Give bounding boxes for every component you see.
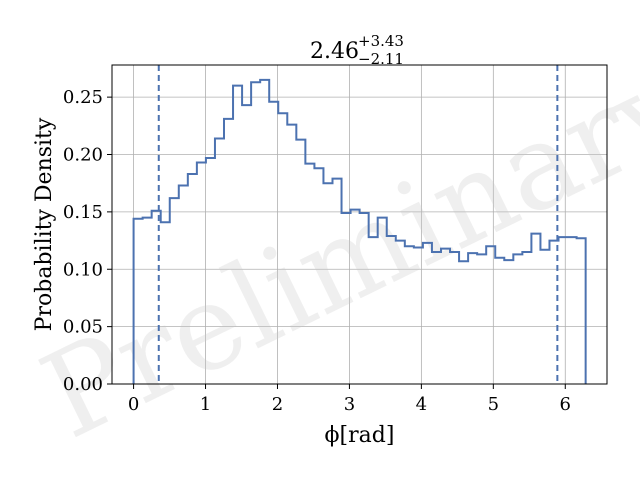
plot-frame (111, 64, 608, 385)
histogram-bin (206, 158, 215, 384)
histogram-bin (477, 254, 486, 384)
histogram-bin (197, 163, 206, 384)
histogram-bin (450, 252, 459, 384)
histogram-bin (224, 119, 233, 384)
histogram-outline (132, 78, 587, 384)
grid (112, 65, 607, 385)
x-tick-label: 5 (488, 394, 499, 415)
histogram-bin (423, 243, 432, 384)
histogram-bin (495, 258, 504, 384)
histogram-bin (405, 246, 414, 384)
histogram-bin (414, 247, 423, 384)
histogram-bin (360, 213, 369, 384)
x-tick-label: 3 (344, 394, 355, 415)
histogram-bin (342, 213, 351, 384)
histogram-bin (369, 237, 378, 384)
x-tick-label: 2 (272, 394, 283, 415)
histogram-bin (378, 218, 387, 384)
histogram-bin (387, 236, 396, 384)
histogram-bin (459, 261, 468, 384)
histogram-bin (468, 253, 477, 384)
histogram-bin (287, 125, 296, 384)
y-axis-label: Probability Density (32, 117, 57, 331)
histogram-bin (441, 249, 450, 384)
y-tick-label: 0.10 (63, 259, 103, 280)
histogram-bin (396, 241, 405, 384)
histogram-bin (251, 82, 260, 384)
histogram-bin (215, 138, 224, 384)
y-tick-label: 0.00 (63, 374, 103, 395)
histogram-bin (559, 237, 568, 384)
x-tick-label: 6 (560, 394, 571, 415)
x-axis-label: ϕ[rad] (325, 423, 395, 448)
histogram-bin (432, 252, 441, 384)
histogram-bin (314, 168, 323, 384)
histogram-series (132, 78, 587, 384)
histogram-bin (179, 185, 188, 384)
histogram-bin (269, 102, 278, 384)
histogram-bin (531, 234, 540, 384)
histogram-bin (161, 222, 170, 384)
histogram-bin (522, 252, 531, 384)
histogram-bin (134, 219, 143, 384)
histogram-bin (549, 241, 558, 384)
x-tick-label: 0 (128, 394, 139, 415)
title-lower-error: −2.11 (358, 50, 404, 68)
histogram-bin (323, 183, 332, 384)
x-tick-label: 4 (416, 394, 427, 415)
histogram-bin (513, 254, 522, 384)
histogram-bin (278, 113, 287, 384)
histogram-bin (233, 86, 242, 384)
histogram-bin (577, 238, 586, 384)
histogram-bin (296, 140, 305, 384)
histogram-bin (486, 246, 495, 384)
title-main-value: 2.46 (310, 39, 359, 64)
histogram-bin (540, 250, 549, 384)
credible-interval-lines (157, 65, 559, 384)
title-upper-error: +3.43 (358, 32, 404, 50)
histogram-bin (332, 179, 341, 384)
histogram-bin (504, 260, 513, 384)
y-tick-label: 0.20 (63, 145, 103, 166)
y-tick-label: 0.05 (63, 317, 103, 338)
histogram-bin (568, 237, 577, 384)
chart-title: 2.46 (310, 39, 359, 64)
y-axis-ticks: 0.00 0.05 0.10 0.15 0.20 0.25 (63, 87, 112, 395)
histogram-bin (305, 164, 314, 384)
histogram-bin (143, 218, 152, 384)
y-tick-label: 0.15 (63, 202, 103, 223)
x-tick-label: 1 (200, 394, 211, 415)
histogram-bin (242, 105, 251, 384)
histogram-bin (188, 174, 197, 384)
histogram-bin (170, 198, 179, 384)
histogram-bin (260, 80, 269, 384)
y-tick-label: 0.25 (63, 87, 103, 108)
histogram-bin (351, 210, 360, 384)
x-axis-ticks: 0 1 2 3 4 5 6 (128, 384, 571, 415)
